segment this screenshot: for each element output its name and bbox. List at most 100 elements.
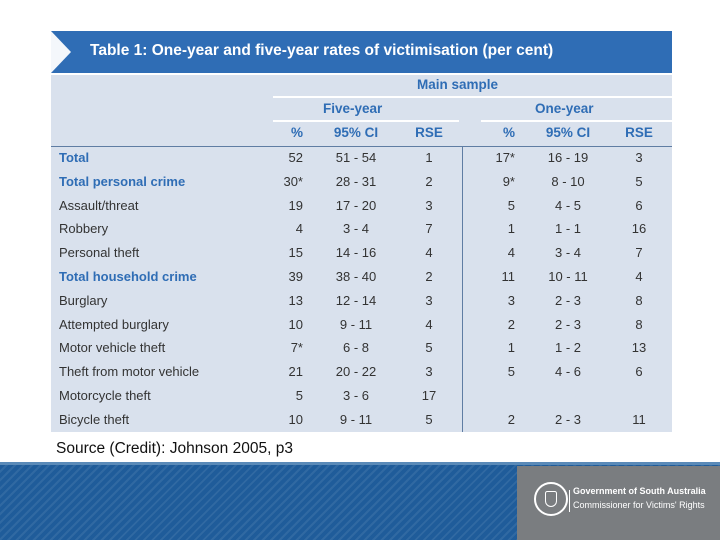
one-year-header: One-year [535, 101, 594, 116]
cell-one-pct: 3 [507, 292, 515, 308]
table-row: Attempted burglary 10 9 - 11 4 2 2 - 3 8 [51, 314, 672, 338]
row-label: Total household crime [59, 269, 197, 284]
cell-five-ci: 51 - 54 [335, 150, 377, 165]
cell-five-pct: 19 [288, 197, 303, 213]
org-name: Government of South Australia [573, 486, 706, 496]
cell-one-ci: 2 - 3 [554, 411, 581, 427]
cell-five-rse: 1 [425, 150, 433, 165]
col-header-one-ci: 95% CI [545, 125, 591, 140]
row-label: Robbery [59, 221, 109, 237]
cell-one-rse: 8 [635, 292, 643, 308]
cell-five-ci: 14 - 16 [335, 245, 377, 261]
cell-five-pct: 7* [290, 340, 303, 356]
cell-five-pct: 5 [295, 388, 303, 403]
crest-shield-icon [545, 491, 557, 507]
cell-one-ci: 2 - 3 [554, 316, 581, 332]
cell-five-pct: 52 [288, 150, 303, 165]
cell-five-rse: 3 [425, 292, 433, 308]
col-header-five-pct: % [290, 125, 303, 140]
col-header-five-rse: RSE [415, 125, 443, 140]
cell-five-ci: 3 - 4 [342, 221, 369, 237]
cell-five-rse: 4 [425, 316, 433, 332]
col-header-one-pct: % [502, 125, 515, 140]
cell-five-pct: 39 [288, 269, 303, 284]
cell-five-pct: 4 [295, 221, 303, 237]
cell-one-pct: 2 [507, 411, 515, 427]
cell-one-pct: 1 [507, 340, 515, 356]
row-label: Theft from motor vehicle [59, 364, 200, 380]
cell-five-rse: 3 [425, 364, 433, 380]
table-title: Table 1: One-year and five-year rates of… [90, 42, 554, 59]
cell-five-pct: 13 [288, 292, 303, 308]
cell-five-ci: 9 - 11 [339, 316, 373, 332]
table-row: Total household crime 39 38 - 40 2 11 10 - 11… [51, 266, 672, 290]
cell-one-rse: 7 [635, 245, 643, 261]
table-row: Personal theft 15 14 - 16 4 4 3 - 4 7 [51, 242, 672, 266]
header-bottom-rule [51, 146, 672, 147]
table-row: Motorcycle theft 5 3 - 6 17 [51, 385, 672, 409]
table-title-bar: Table 1: One-year and five-year rates of… [51, 31, 672, 73]
cell-five-ci: 3 - 6 [342, 388, 369, 403]
cell-one-rse: 3 [635, 150, 643, 165]
cell-five-ci: 38 - 40 [335, 269, 377, 284]
row-label: Attempted burglary [59, 316, 169, 332]
cell-one-rse: 5 [635, 173, 643, 189]
cell-one-ci: 16 - 19 [547, 150, 589, 165]
logo-divider [569, 490, 570, 512]
table-row: Total 52 51 - 54 1 17* 16 - 19 3 [51, 147, 672, 171]
cell-five-ci: 28 - 31 [335, 173, 377, 189]
cell-five-pct: 10 [288, 316, 303, 332]
cell-one-ci: 8 - 10 [551, 173, 585, 189]
cell-one-ci: 2 - 3 [554, 292, 581, 308]
cell-five-rse: 3 [425, 197, 433, 213]
table-row: Burglary 13 12 - 14 3 3 2 - 3 8 [51, 290, 672, 314]
cell-five-rse: 5 [425, 340, 433, 356]
source-caption: Source (Credit): Johnson 2005, p3 [56, 440, 293, 457]
table-row: Total personal crime 30* 28 - 31 2 9* 8 - 10 5 [51, 171, 672, 195]
cell-one-rse: 11 [632, 411, 646, 427]
cell-five-rse: 4 [425, 245, 433, 261]
cell-one-ci: 1 - 1 [554, 221, 581, 237]
cell-one-rse: 13 [631, 340, 647, 356]
cell-one-pct: 11 [501, 269, 516, 284]
cell-one-rse: 8 [635, 316, 643, 332]
cell-one-ci: 1 - 2 [554, 340, 581, 356]
cell-five-rse: 2 [425, 269, 433, 284]
footer-top-line [0, 462, 720, 465]
table-row: Assault/threat 19 17 - 20 3 5 4 - 5 6 [51, 195, 672, 219]
row-label: Burglary [59, 292, 108, 308]
cell-one-pct: 4 [507, 245, 515, 261]
cell-five-ci: 9 - 11 [339, 411, 373, 427]
row-label: Assault/threat [59, 197, 139, 213]
cell-one-rse: 6 [635, 364, 643, 380]
cell-one-pct: 2 [507, 316, 515, 332]
cell-five-rse: 17 [421, 388, 437, 403]
table-row: Robbery 4 3 - 4 7 1 1 - 1 16 [51, 218, 672, 242]
cell-five-pct: 30* [283, 173, 303, 189]
cell-one-ci: 4 - 6 [554, 364, 581, 380]
cell-five-ci: 17 - 20 [335, 197, 377, 213]
cell-one-ci: 10 - 11 [548, 269, 588, 284]
cell-one-pct: 9* [502, 173, 515, 189]
cell-five-ci: 20 - 22 [335, 364, 377, 380]
cell-five-ci: 6 - 8 [342, 340, 369, 356]
main-sample-rule [273, 96, 672, 98]
cell-five-pct: 10 [288, 411, 303, 427]
five-year-rule [273, 120, 459, 122]
row-label: Motor vehicle theft [59, 340, 166, 356]
cell-one-ci: 4 - 5 [554, 197, 581, 213]
state-crest-icon [534, 482, 568, 516]
cell-one-rse: 4 [635, 269, 643, 284]
cell-one-pct: 5 [507, 364, 515, 380]
col-header-five-ci: 95% CI [333, 125, 379, 140]
cell-one-pct: 5 [507, 197, 515, 213]
row-label: Total personal crime [59, 173, 186, 189]
table-row: Motor vehicle theft 7* 6 - 8 5 1 1 - 2 13 [51, 337, 672, 361]
one-year-rule [481, 120, 672, 122]
table-row: Theft from motor vehicle 21 20 - 22 3 5 4 - 6… [51, 361, 672, 385]
cell-five-pct: 15 [288, 245, 303, 261]
col-header-one-rse: RSE [625, 125, 653, 140]
title-notch-shape [51, 31, 71, 73]
cell-five-ci: 12 - 14 [335, 292, 377, 308]
row-label: Total [59, 150, 90, 165]
